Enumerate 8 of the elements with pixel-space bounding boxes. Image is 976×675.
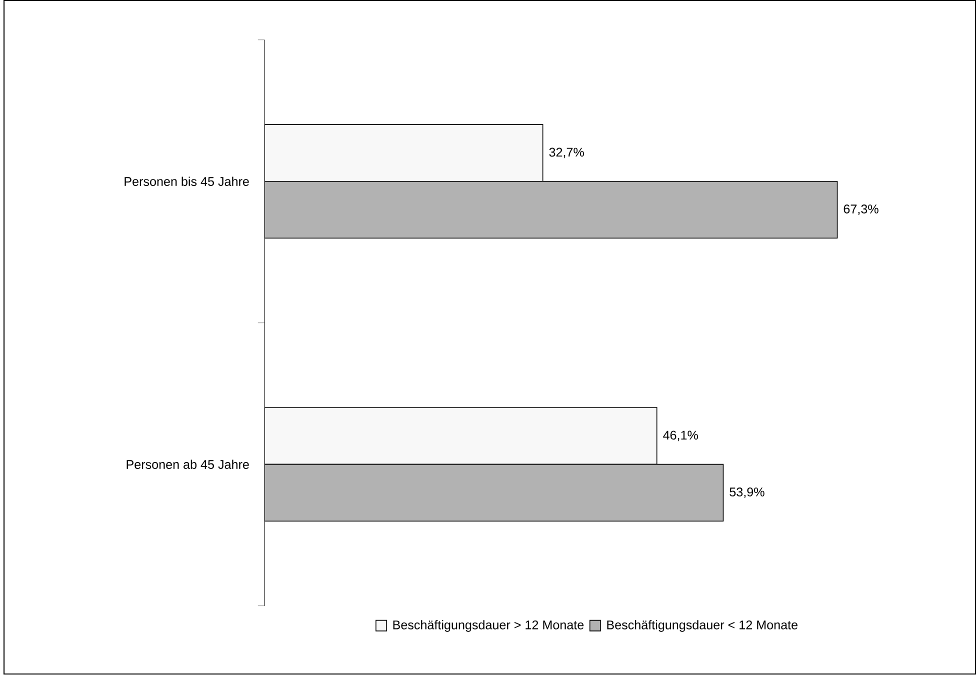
legend-label: Beschäftigungsdauer < 12 Monate [607,620,798,632]
data-label: 32,7% [549,148,584,158]
data-label: 67,3% [844,204,878,216]
y-tick-label: Personen bis 45 Jahre [124,176,249,186]
legend-label: Beschäftigungsdauer > 12 Monate [393,620,584,632]
y-tick-label: Personen ab 45 Jahre [126,460,249,470]
data-label: 53,9% [730,488,764,498]
data-label: 46,1% [663,430,698,442]
